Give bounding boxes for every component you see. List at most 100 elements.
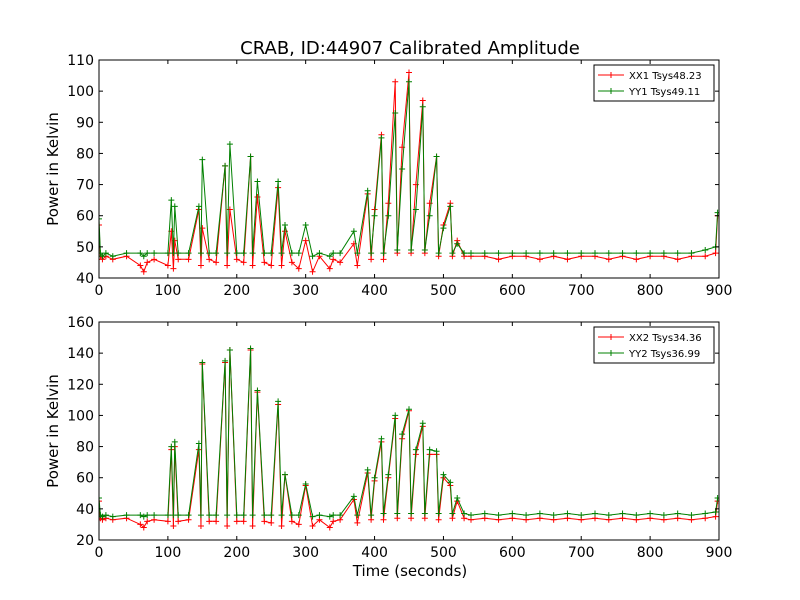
data-point (326, 513, 333, 520)
data-point (399, 166, 406, 172)
x-tick-label: 900 (706, 283, 733, 299)
data-point (222, 357, 229, 364)
data-point (185, 250, 192, 257)
data-point (302, 480, 309, 487)
data-point (380, 516, 387, 523)
data-point (99, 215, 102, 222)
data-point (240, 250, 247, 257)
data-point (233, 250, 240, 257)
data-point (385, 200, 392, 207)
data-point (449, 250, 456, 257)
data-point (392, 78, 399, 85)
y-axis-label: Power in Kelvin (44, 374, 62, 488)
data-point (385, 212, 392, 219)
x-tick-label: 900 (706, 545, 733, 561)
data-point (240, 512, 247, 519)
data-point (419, 420, 426, 427)
data-point (226, 141, 233, 148)
data-point (240, 259, 247, 266)
data-point (295, 265, 302, 272)
data-point (309, 268, 316, 275)
data-point (426, 212, 433, 219)
data-point (660, 250, 667, 257)
data-point (392, 412, 399, 419)
data-point (330, 512, 337, 519)
data-point (371, 212, 378, 219)
y-tick-label: 140 (67, 346, 94, 362)
axes-frame (98, 59, 720, 279)
y-tick-label: 60 (76, 209, 94, 225)
data-point (354, 262, 361, 269)
data-point (175, 250, 182, 257)
data-point (406, 406, 412, 413)
x-tick-label: 600 (499, 545, 526, 561)
data-point (213, 512, 220, 519)
data-point (278, 250, 285, 257)
data-point (275, 178, 282, 185)
data-point (170, 265, 177, 272)
y-tick-label: 160 (67, 315, 94, 331)
data-point (99, 494, 102, 501)
data-point (195, 440, 202, 447)
data-point (449, 510, 456, 517)
data-point (99, 253, 106, 260)
data-point (633, 512, 640, 519)
data-point (714, 209, 719, 216)
series-yy1 (99, 78, 719, 260)
data-point (254, 194, 261, 201)
data-point (249, 262, 256, 269)
data-point (714, 494, 719, 501)
series-yy2 (99, 345, 719, 520)
data-point (268, 250, 275, 257)
data-point (316, 512, 323, 519)
data-point (99, 513, 106, 520)
x-tick-label: 0 (95, 283, 104, 299)
data-point (295, 250, 302, 257)
data-point (380, 250, 387, 257)
data-point (354, 250, 361, 257)
data-point (109, 513, 116, 520)
data-point (261, 518, 268, 525)
y-tick-label: 40 (76, 502, 94, 518)
data-point (302, 222, 309, 229)
data-point (175, 512, 182, 519)
data-point (337, 250, 344, 257)
series-xx2 (99, 347, 719, 531)
data-point (440, 225, 447, 232)
data-point (702, 246, 709, 253)
data-point (195, 203, 202, 210)
data-point (619, 250, 626, 257)
data-point (408, 246, 415, 253)
data-point (440, 471, 447, 478)
data-point (412, 206, 419, 213)
x-tick-label: 300 (292, 283, 319, 299)
data-point (330, 250, 337, 257)
data-point (481, 250, 488, 257)
legend-entry: XX1 Tsys48.23 (629, 71, 702, 82)
data-point (261, 259, 268, 266)
x-tick-label: 700 (568, 545, 595, 561)
data-point (261, 512, 268, 519)
data-point (633, 256, 640, 263)
data-point (578, 250, 585, 257)
data-point (674, 250, 681, 257)
data-point (206, 250, 213, 257)
data-point (564, 250, 571, 257)
data-point (254, 178, 261, 185)
x-tick-label: 200 (223, 545, 250, 561)
x-tick-label: 600 (499, 283, 526, 299)
data-point (185, 256, 192, 263)
data-point (249, 250, 256, 257)
data-point (435, 516, 442, 523)
data-point (564, 256, 571, 263)
y-tick-label: 100 (67, 408, 94, 424)
data-point (175, 518, 182, 525)
data-point (102, 512, 109, 519)
data-point (151, 512, 158, 519)
data-point (151, 256, 158, 263)
y-tick-label: 110 (67, 53, 94, 69)
data-point (536, 510, 543, 517)
data-point (468, 512, 474, 519)
y-tick-label: 70 (76, 178, 94, 194)
